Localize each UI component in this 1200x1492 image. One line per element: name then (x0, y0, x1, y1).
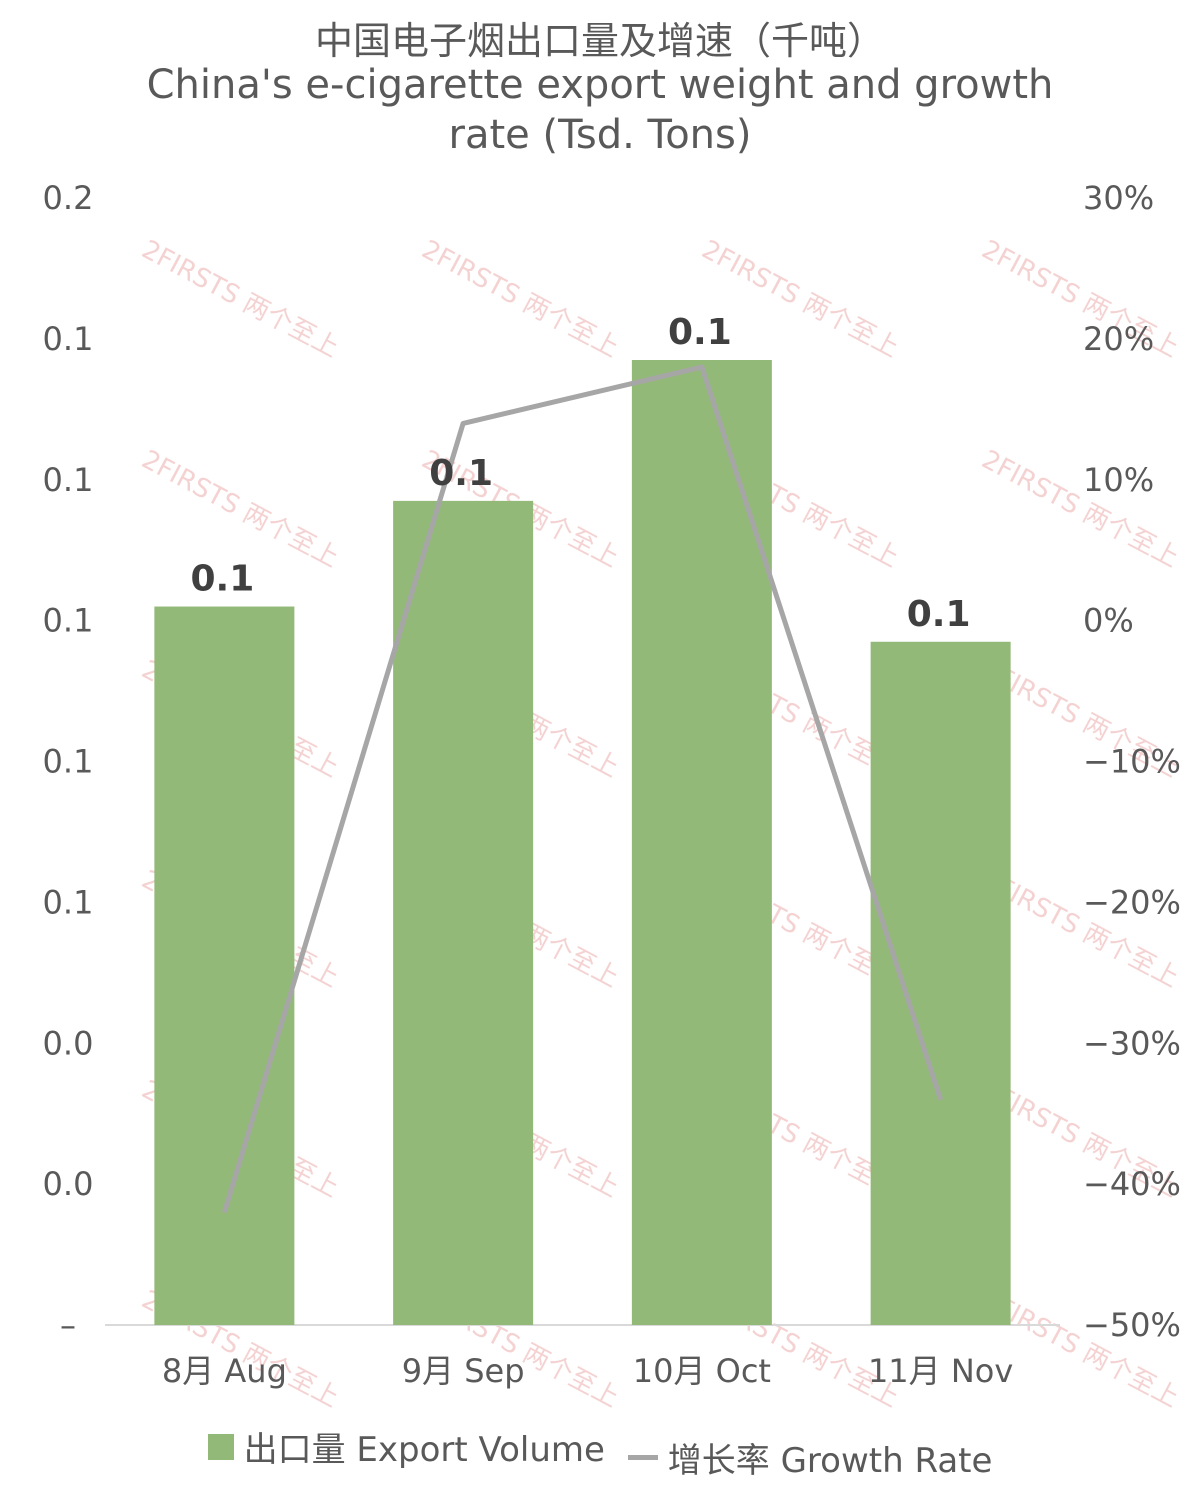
x-axis: 8月 Aug 9月 Sep 10月 Oct 11月 Nov (162, 1352, 1013, 1390)
legend-label-growth-rate: 增长率 Growth Rate (667, 1440, 993, 1481)
right-tick-label: −40% (1083, 1165, 1181, 1203)
bar-2 (631, 360, 772, 1326)
bar-data-label: 0.1 (907, 594, 971, 635)
right-axis: −50% −40% −30% −20% −10% 0% 10% 20% 30% (1083, 179, 1181, 1344)
right-tick-label: 20% (1083, 320, 1154, 358)
bar-data-label: 0.1 (668, 312, 732, 353)
right-tick-label: 30% (1083, 179, 1154, 217)
right-tick-label: 10% (1083, 461, 1154, 499)
legend: 出口量 Export Volume 增长率 Growth Rate (0, 1422, 1200, 1482)
left-tick-label: 0.1 (43, 883, 94, 921)
watermark-text: 2FIRSTS 两个至上 (137, 445, 344, 574)
x-tick-label: 10月 Oct (633, 1352, 771, 1390)
left-axis: – 0.0 0.0 0.1 0.1 0.1 0.1 0.1 0.2 (43, 179, 94, 1344)
bar-3 (870, 641, 1011, 1325)
right-tick-label: −50% (1083, 1306, 1181, 1344)
bar-1 (393, 500, 534, 1326)
bar-data-label: 0.1 (190, 559, 254, 600)
right-tick-label: −20% (1083, 883, 1181, 921)
watermark-text: 2FIRSTS 两个至上 (417, 235, 624, 364)
left-tick-label: 0.2 (43, 179, 94, 217)
right-tick-label: −10% (1083, 743, 1181, 781)
left-tick-label: 0.1 (43, 320, 94, 358)
right-tick-label: −30% (1083, 1024, 1181, 1062)
left-tick-label: 0.0 (43, 1165, 94, 1203)
legend-item-growth-rate: 增长率 Growth Rate (627, 1433, 993, 1482)
chart-subtitle-line-1: China's e-cigarette export weight and gr… (146, 62, 1054, 108)
chart-plot: 2FIRSTS 两个至上 2FIRSTS 两个至上 2FIRSTS 两个至上 2FIR… (43, 179, 1184, 1414)
right-tick-label: 0% (1083, 602, 1134, 640)
left-tick-label: 0.1 (43, 461, 94, 499)
data-labels: 0.1 0.1 0.1 0.1 (190, 312, 970, 635)
bar-0 (154, 606, 295, 1325)
left-tick-label: – (60, 1306, 76, 1344)
chart-title: 中国电子烟出口量及增速（千吨） (314, 19, 885, 63)
left-tick-label: 0.0 (43, 1024, 94, 1062)
left-tick-label: 0.1 (43, 602, 94, 640)
legend-label-export-volume: 出口量 Export Volume (243, 1430, 605, 1470)
legend-swatch-line (627, 1454, 658, 1460)
bar-data-label: 0.1 (429, 453, 493, 494)
line-series (221, 364, 944, 1214)
watermark-text: 2FIRSTS 两个至上 (137, 235, 344, 364)
x-tick-label: 11月 Nov (868, 1352, 1013, 1390)
legend-item-export-volume: 出口量 Export Volume (207, 1422, 605, 1471)
x-tick-label: 8月 Aug (162, 1352, 287, 1390)
growth-rate-line (221, 364, 944, 1214)
chart-subtitle-line-2: rate (Tsd. Tons) (448, 112, 752, 158)
x-tick-label: 9月 Sep (402, 1352, 525, 1390)
left-tick-label: 0.1 (43, 743, 94, 781)
legend-swatch-bar (207, 1433, 234, 1460)
